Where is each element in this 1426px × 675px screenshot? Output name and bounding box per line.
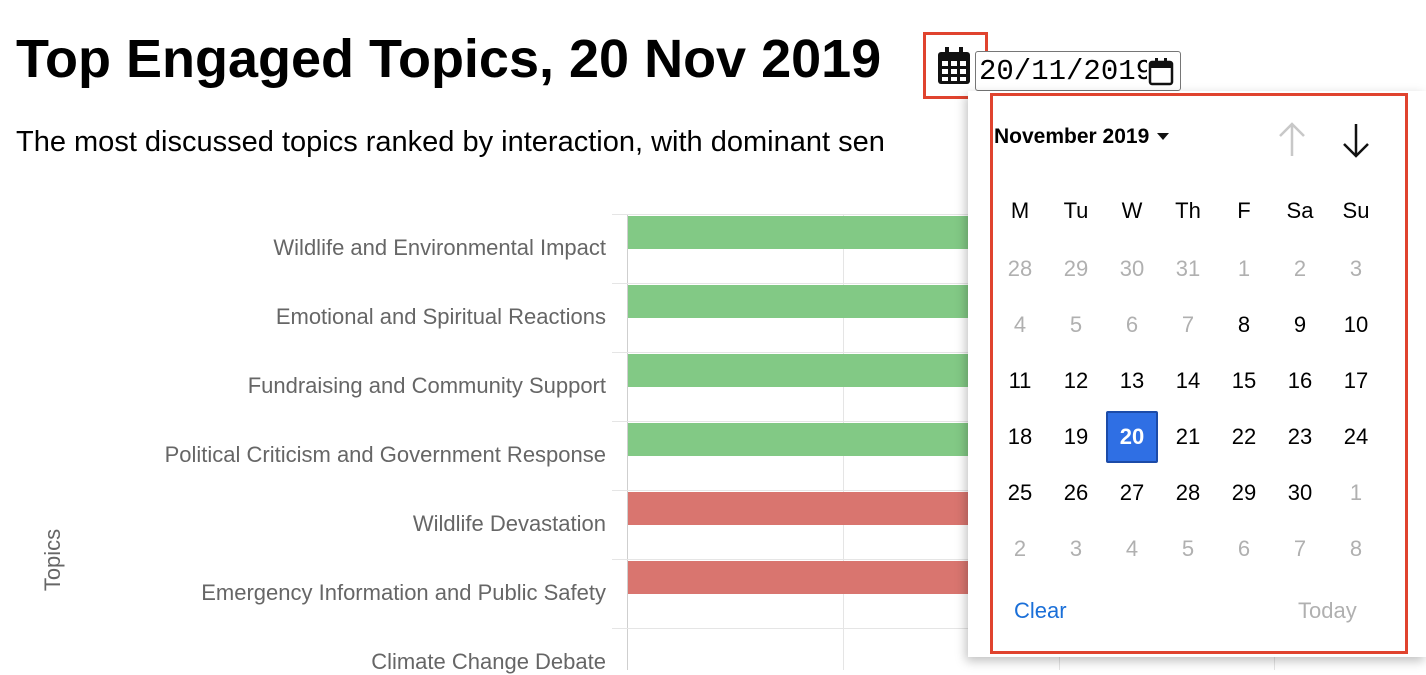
day-cell[interactable]: 30 <box>1287 480 1313 505</box>
day-cell[interactable]: 8 <box>1349 536 1363 561</box>
day-cell[interactable]: 13 <box>1119 368 1145 393</box>
day-cell[interactable]: 23 <box>1287 424 1313 449</box>
category-label: Climate Change Debate <box>371 649 606 674</box>
day-cell[interactable]: 29 <box>1063 256 1089 281</box>
day-cell[interactable]: 16 <box>1287 368 1313 393</box>
category-label: Fundraising and Community Support <box>247 373 606 398</box>
day-cell[interactable]: 2 <box>1013 536 1027 561</box>
day-cell[interactable]: 6 <box>1237 536 1251 561</box>
category-label: Wildlife and Environmental Impact <box>273 235 606 260</box>
day-cell[interactable]: 21 <box>1175 424 1201 449</box>
previous-month-button[interactable] <box>1272 120 1312 160</box>
day-cell[interactable]: 3 <box>1349 256 1363 281</box>
day-cell[interactable]: 2 <box>1293 256 1307 281</box>
day-cell[interactable]: 6 <box>1125 312 1139 337</box>
day-cell[interactable]: 26 <box>1063 480 1089 505</box>
day-cell[interactable]: 27 <box>1119 480 1145 505</box>
day-cell[interactable]: 19 <box>1063 424 1089 449</box>
category-label: Emergency Information and Public Safety <box>201 580 606 605</box>
day-cell[interactable]: 1 <box>1237 256 1251 281</box>
day-cell[interactable]: 8 <box>1237 312 1251 337</box>
day-cell[interactable]: 28 <box>1007 256 1033 281</box>
day-cell[interactable]: 22 <box>1231 424 1257 449</box>
day-cell[interactable]: 11 <box>1008 368 1032 393</box>
month-label: November 2019 <box>994 125 1150 148</box>
weekday-header: Th <box>1175 198 1201 223</box>
next-month-button[interactable] <box>1336 120 1376 160</box>
weekday-header: M <box>1010 198 1030 223</box>
day-cell[interactable]: 7 <box>1181 312 1195 337</box>
day-cell[interactable]: 12 <box>1063 368 1089 393</box>
day-cell[interactable]: 29 <box>1231 480 1257 505</box>
weekday-header: Sa <box>1286 198 1314 223</box>
day-cell[interactable]: 31 <box>1175 256 1201 281</box>
day-cell[interactable]: 30 <box>1119 256 1145 281</box>
arrow-down-icon <box>1343 124 1369 158</box>
calendar-picker-icon[interactable] <box>1148 58 1174 86</box>
day-cell[interactable]: 5 <box>1069 312 1083 337</box>
y-axis-line <box>627 214 628 670</box>
month-year-select[interactable]: November 2019 <box>994 125 1170 149</box>
day-cell[interactable]: 18 <box>1007 424 1033 449</box>
day-cell[interactable]: 25 <box>1007 480 1033 505</box>
weekday-header: Tu <box>1063 198 1089 223</box>
day-cell[interactable]: 3 <box>1069 536 1083 561</box>
date-input[interactable]: 20/11/2019 <box>975 51 1181 91</box>
calendar-button[interactable] <box>936 46 972 86</box>
today-button[interactable]: Today <box>1298 598 1357 623</box>
day-cell[interactable]: 28 <box>1175 480 1201 505</box>
day-cell[interactable]: 7 <box>1293 536 1307 561</box>
caret-down-icon <box>1157 133 1170 140</box>
page-subtitle: The most discussed topics ranked by inte… <box>16 126 885 158</box>
day-cell[interactable]: 14 <box>1175 368 1201 393</box>
arrow-up-icon <box>1279 122 1305 156</box>
day-cell[interactable]: 17 <box>1343 368 1369 393</box>
clear-button[interactable]: Clear <box>1014 598 1067 623</box>
day-cell[interactable]: 5 <box>1181 536 1195 561</box>
day-cell[interactable]: 15 <box>1231 368 1257 393</box>
day-cell[interactable]: 24 <box>1343 424 1369 449</box>
datepicker-popup <box>968 91 1426 657</box>
category-label: Political Criticism and Government Respo… <box>164 442 606 467</box>
day-cell[interactable]: 10 <box>1343 312 1369 337</box>
day-cell[interactable]: 1 <box>1349 480 1363 505</box>
page-title: Top Engaged Topics, 20 Nov 2019 <box>16 29 882 89</box>
category-label: Wildlife Devastation <box>412 511 606 536</box>
weekday-header: Su <box>1342 198 1370 223</box>
weekday-header: F <box>1237 198 1251 223</box>
date-input-value: 20/11/2019 <box>979 54 1147 88</box>
day-cell[interactable]: 4 <box>1125 536 1139 561</box>
category-label: Emotional and Spiritual Reactions <box>275 304 606 329</box>
day-cell[interactable]: 4 <box>1013 312 1027 337</box>
calendar-icon <box>938 47 970 84</box>
day-cell-selected[interactable]: 20 <box>1106 411 1158 463</box>
day-cell[interactable]: 9 <box>1293 312 1307 337</box>
weekday-header: W <box>1121 198 1143 223</box>
